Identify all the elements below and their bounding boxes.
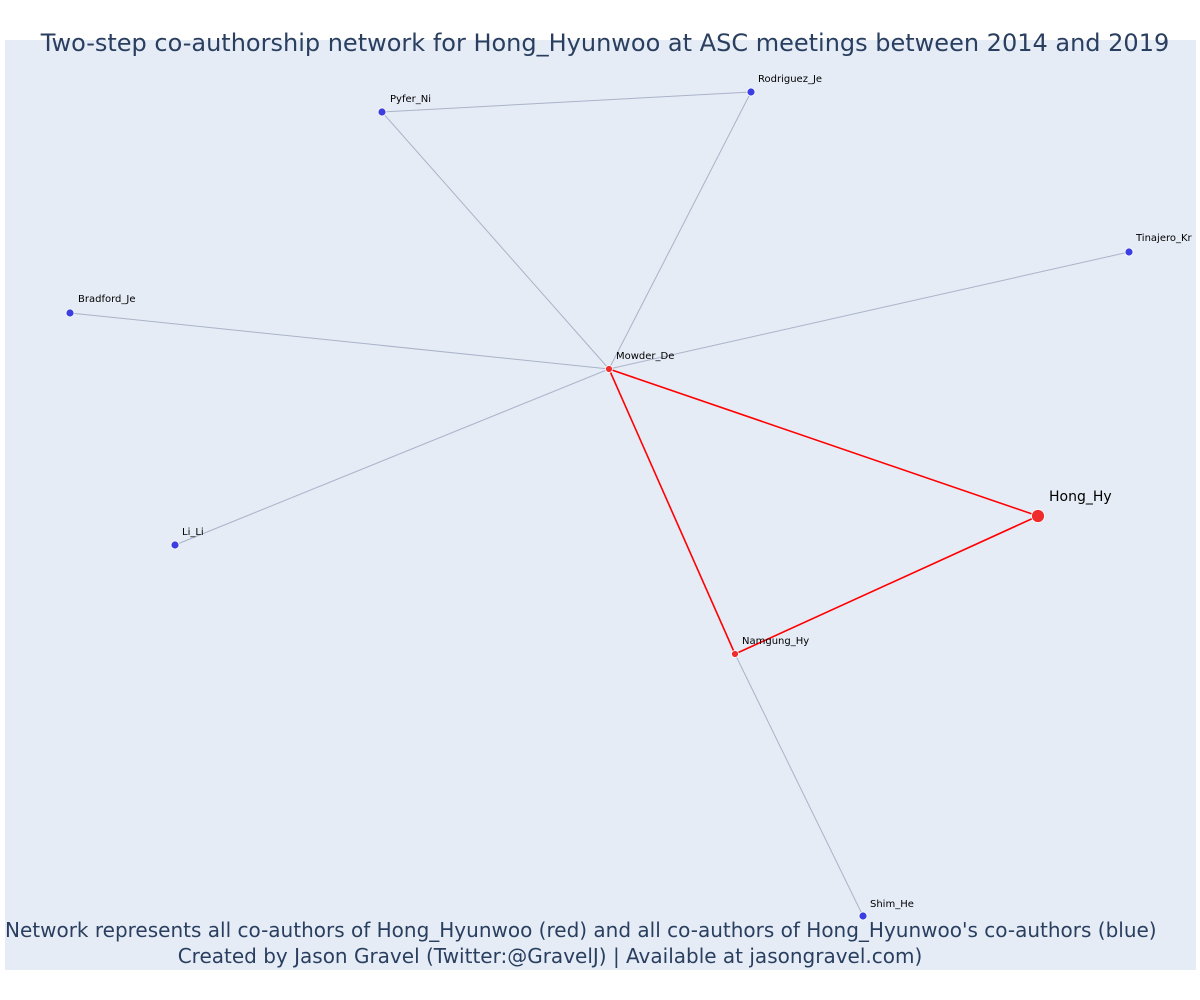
nodes-layer (65, 87, 1134, 921)
edge-Pyfer_Ni-Rodriguez_Je (381, 91, 752, 113)
edge-Mowder_De-Pyfer_Ni (381, 111, 610, 370)
edge-Mowder_De-Bradford_Je (69, 312, 610, 370)
node-label-Namgung_Hy: Namgung_Hy (742, 636, 809, 647)
node-label-Li_Li: Li_Li (182, 527, 204, 538)
footer-description: Network represents all co-authors of Hon… (5, 918, 1157, 942)
node-Tinajero_Kr[interactable] (1124, 247, 1134, 257)
node-label-Bradford_Je: Bradford_Je (78, 294, 135, 305)
node-label-Mowder_De: Mowder_De (616, 351, 674, 362)
edge-Mowder_De-Tinajero_Kr (608, 251, 1130, 370)
edge-Hong_Hy-Namgung_Hy (734, 515, 1039, 655)
labels-layer: Hong_Hy Mowder_De Namgung_Hy Pyfer_Ni Rodrig… (78, 74, 1193, 910)
edge-Mowder_De-Namgung_Hy (608, 368, 736, 655)
edge-Mowder_De-Li_Li (174, 368, 610, 546)
node-Bradford_Je[interactable] (65, 308, 75, 318)
plot-background (5, 40, 1196, 970)
chart-title: Two-step co-authorship network for Hong_… (40, 29, 1170, 57)
node-label-Shim_He: Shim_He (870, 899, 914, 910)
edge-Mowder_De-Rodriguez_Je (608, 91, 752, 370)
edge-Hong_Hy-Mowder_De (608, 368, 1039, 517)
node-Hong_Hy[interactable] (1031, 509, 1045, 523)
footer-credit: Created by Jason Gravel (Twitter:@Gravel… (177, 944, 923, 968)
node-label-Pyfer_Ni: Pyfer_Ni (390, 94, 431, 105)
node-Mowder_De[interactable] (605, 365, 613, 373)
node-Shim_He[interactable] (858, 911, 868, 921)
node-label-Hong_Hy: Hong_Hy (1049, 489, 1112, 505)
node-Rodriguez_Je[interactable] (746, 87, 756, 97)
node-Li_Li[interactable] (170, 540, 180, 550)
edge-Namgung_Hy-Shim_He (734, 653, 864, 917)
node-label-Rodriguez_Je: Rodriguez_Je (758, 74, 822, 85)
edges-layer (69, 91, 1130, 917)
node-Namgung_Hy[interactable] (731, 650, 739, 658)
node-Pyfer_Ni[interactable] (377, 107, 387, 117)
node-label-Tinajero_Kr: Tinajero_Kr (1135, 233, 1193, 244)
